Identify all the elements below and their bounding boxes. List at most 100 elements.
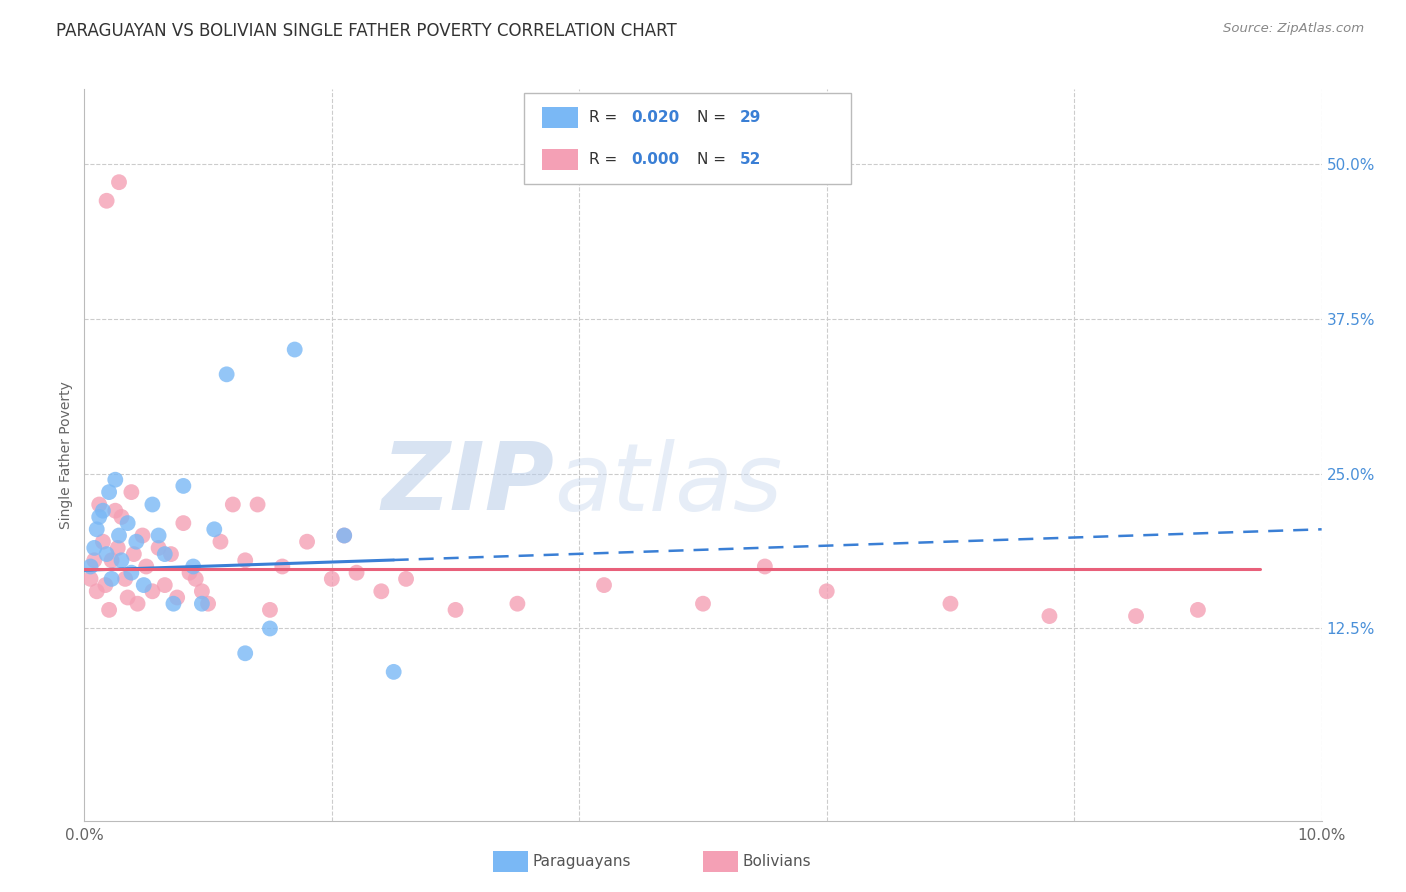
- Point: [202, 522, 225, 536]
- Point: [346, 566, 368, 580]
- Point: [333, 528, 356, 542]
- Point: [86, 584, 108, 599]
- Text: Bolivians: Bolivians: [742, 854, 811, 869]
- Text: N =: N =: [697, 153, 731, 167]
- Point: [122, 547, 145, 561]
- Point: [222, 498, 245, 512]
- Point: [370, 584, 392, 599]
- Point: [86, 522, 108, 536]
- Point: [395, 572, 418, 586]
- Point: [110, 553, 132, 567]
- Point: [79, 572, 101, 586]
- Point: [94, 578, 117, 592]
- Point: [141, 498, 163, 512]
- Point: [444, 603, 467, 617]
- Point: [295, 534, 318, 549]
- Point: [153, 547, 176, 561]
- Point: [83, 553, 105, 567]
- Point: [120, 566, 142, 580]
- Text: 52: 52: [740, 153, 762, 167]
- Point: [160, 547, 183, 561]
- Point: [382, 665, 405, 679]
- Point: [100, 572, 122, 586]
- Point: [117, 591, 139, 605]
- Point: [1187, 603, 1209, 617]
- Point: [79, 559, 101, 574]
- Text: R =: R =: [589, 110, 623, 125]
- Point: [110, 509, 132, 524]
- Text: Source: ZipAtlas.com: Source: ZipAtlas.com: [1223, 22, 1364, 36]
- Point: [172, 479, 194, 493]
- Point: [141, 584, 163, 599]
- Point: [91, 534, 114, 549]
- Point: [108, 528, 131, 542]
- Point: [215, 368, 238, 382]
- Point: [100, 553, 122, 567]
- Point: [104, 504, 127, 518]
- FancyBboxPatch shape: [492, 851, 529, 871]
- FancyBboxPatch shape: [543, 107, 578, 128]
- Point: [692, 597, 714, 611]
- FancyBboxPatch shape: [523, 93, 852, 185]
- Point: [96, 194, 118, 208]
- Point: [114, 572, 136, 586]
- Point: [191, 584, 214, 599]
- Point: [179, 566, 201, 580]
- Point: [191, 597, 214, 611]
- Point: [98, 485, 121, 500]
- Point: [166, 591, 188, 605]
- Point: [754, 559, 776, 574]
- Point: [131, 528, 153, 542]
- Point: [125, 534, 148, 549]
- Y-axis label: Single Father Poverty: Single Father Poverty: [59, 381, 73, 529]
- Point: [233, 553, 256, 567]
- Point: [1038, 609, 1060, 624]
- Point: [939, 597, 962, 611]
- Text: 29: 29: [740, 110, 762, 125]
- Point: [148, 541, 170, 555]
- Point: [98, 603, 121, 617]
- Point: [135, 559, 157, 574]
- Point: [246, 498, 269, 512]
- Point: [104, 473, 127, 487]
- Text: 0.000: 0.000: [631, 153, 679, 167]
- Point: [91, 504, 114, 518]
- Point: [333, 528, 356, 542]
- Point: [120, 485, 142, 500]
- Point: [259, 603, 281, 617]
- Point: [259, 622, 281, 636]
- Point: [815, 584, 838, 599]
- Point: [172, 516, 194, 530]
- FancyBboxPatch shape: [703, 851, 738, 871]
- Point: [181, 559, 204, 574]
- Point: [1125, 609, 1147, 624]
- Point: [321, 572, 343, 586]
- Text: PARAGUAYAN VS BOLIVIAN SINGLE FATHER POVERTY CORRELATION CHART: PARAGUAYAN VS BOLIVIAN SINGLE FATHER POV…: [56, 22, 678, 40]
- Text: atlas: atlas: [554, 439, 783, 530]
- Point: [593, 578, 616, 592]
- Point: [506, 597, 529, 611]
- Point: [96, 547, 118, 561]
- Point: [108, 175, 131, 189]
- FancyBboxPatch shape: [543, 149, 578, 170]
- Point: [127, 597, 149, 611]
- Point: [197, 597, 219, 611]
- Point: [83, 541, 105, 555]
- Point: [148, 528, 170, 542]
- Point: [162, 597, 184, 611]
- Text: 0.020: 0.020: [631, 110, 679, 125]
- Point: [271, 559, 294, 574]
- Text: N =: N =: [697, 110, 731, 125]
- Point: [284, 343, 307, 357]
- Point: [132, 578, 155, 592]
- Point: [89, 509, 111, 524]
- Point: [89, 498, 111, 512]
- Point: [107, 541, 129, 555]
- Text: Paraguayans: Paraguayans: [533, 854, 631, 869]
- Text: ZIP: ZIP: [381, 438, 554, 530]
- Point: [184, 572, 207, 586]
- Point: [153, 578, 176, 592]
- Text: R =: R =: [589, 153, 623, 167]
- Point: [233, 646, 256, 660]
- Point: [209, 534, 232, 549]
